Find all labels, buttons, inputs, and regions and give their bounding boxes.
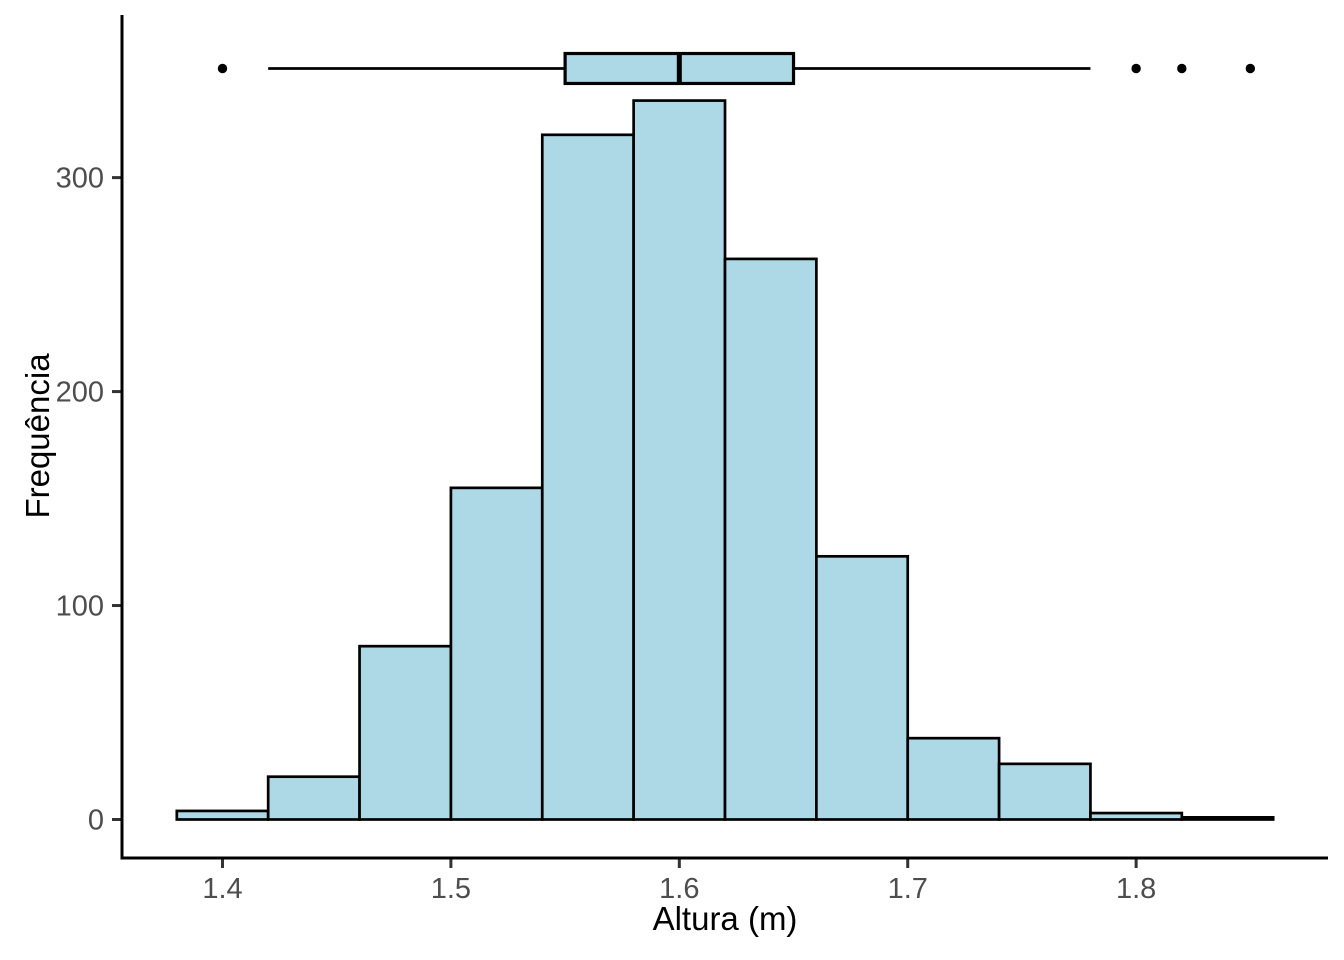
y-tick-label: 100 — [56, 591, 104, 623]
y-tick-label: 0 — [88, 804, 104, 836]
x-tick-label: 1.5 — [431, 873, 471, 905]
boxplot-outlier-point — [1131, 63, 1141, 74]
boxplot-outlier-point — [1245, 63, 1256, 74]
histogram-bar — [997, 762, 1092, 821]
x-tick-label: 1.8 — [1116, 873, 1156, 905]
y-axis-title: Frequência — [19, 353, 56, 519]
x-axis-title: Altura (m) — [652, 900, 798, 937]
histogram-bar — [266, 775, 361, 821]
histogram-bar — [815, 554, 910, 821]
histogram-bar — [1089, 811, 1184, 821]
histogram-bar — [358, 644, 453, 821]
histogram-bar — [449, 486, 544, 821]
boxplot-outlier-point — [217, 63, 228, 74]
histogram-bar — [632, 99, 727, 821]
histogram-bar — [175, 809, 270, 821]
histogram-bar — [723, 257, 818, 821]
y-tick-label: 200 — [56, 377, 104, 409]
y-tick-label: 300 — [56, 163, 104, 195]
x-tick-label: 1.6 — [659, 873, 699, 905]
histogram-bar — [906, 736, 1001, 821]
x-tick-label: 1.7 — [888, 873, 928, 905]
histogram-bar — [540, 133, 635, 821]
histogram-bar — [1180, 815, 1275, 821]
boxplot-outlier-point — [1177, 63, 1187, 74]
x-tick-label: 1.4 — [202, 873, 242, 905]
